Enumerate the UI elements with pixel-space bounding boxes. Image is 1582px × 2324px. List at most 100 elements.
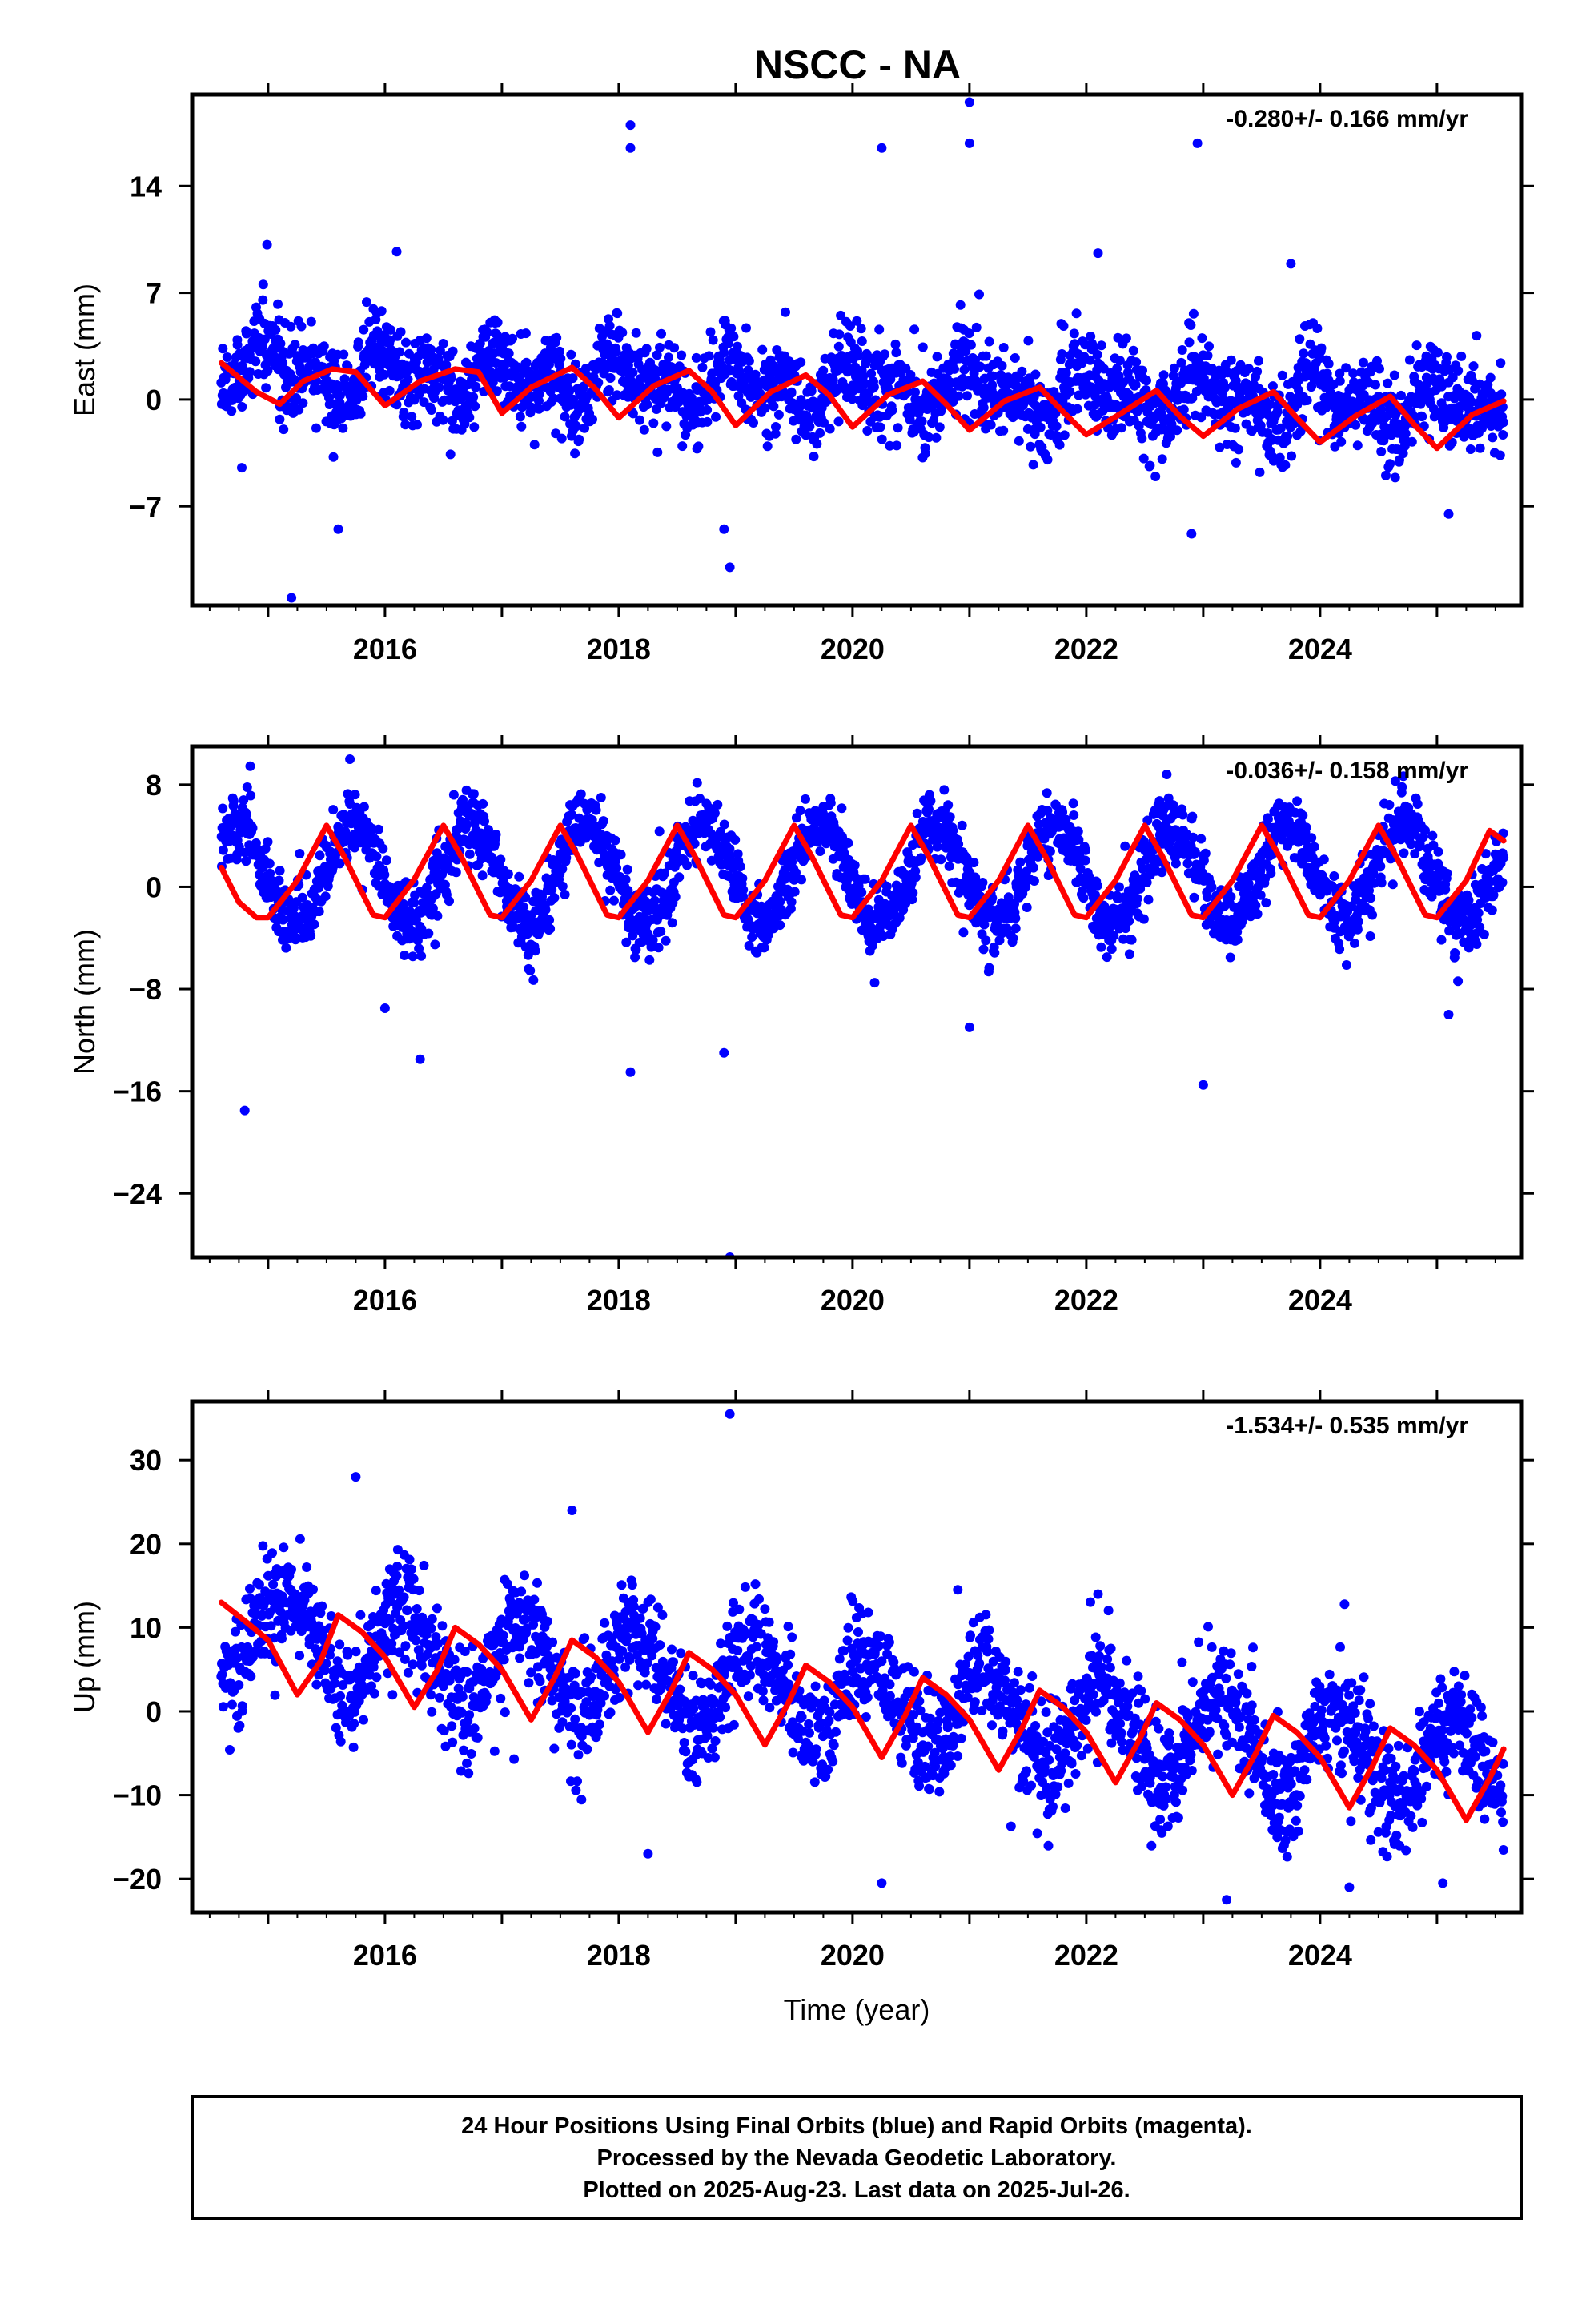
north-data-point	[653, 943, 664, 953]
north-data-point	[795, 806, 805, 816]
east-data-point	[887, 405, 897, 416]
east-data-point	[1204, 341, 1214, 352]
east-data-point	[1336, 436, 1347, 447]
east-data-point	[1069, 328, 1079, 339]
north-data-point	[1412, 799, 1423, 809]
north-data-point	[1232, 935, 1243, 945]
east-data-point	[470, 401, 480, 412]
east-x-tick-label: 2024	[1288, 633, 1352, 665]
north-data-point	[667, 918, 677, 928]
north-data-point	[881, 881, 892, 891]
north-data-point	[309, 919, 319, 930]
north-data-point	[789, 875, 799, 885]
north-data-point	[926, 796, 936, 806]
north-data-point	[448, 790, 459, 800]
east-data-point	[635, 374, 645, 384]
east-data-point	[1335, 368, 1345, 379]
north-data-point	[1376, 878, 1387, 888]
north-data-point	[574, 813, 584, 823]
east-data-point	[1272, 406, 1283, 416]
east-data-point	[1188, 308, 1199, 319]
north-data-point	[1329, 871, 1339, 881]
east-data-point	[1219, 383, 1230, 392]
east-data-point	[921, 448, 930, 459]
east-data-point	[362, 297, 371, 308]
east-data-point	[677, 350, 687, 360]
east-data-point	[819, 417, 829, 428]
east-data-point	[769, 401, 779, 412]
east-data-point	[1028, 460, 1038, 470]
east-data-point	[1299, 348, 1309, 359]
east-data-point	[521, 357, 532, 368]
east-data-point	[273, 299, 283, 309]
east-data-point	[258, 279, 268, 290]
east-data-point	[291, 393, 301, 403]
north-data-point	[948, 826, 958, 836]
east-data-point	[862, 426, 873, 436]
north-data-point	[775, 920, 785, 931]
north-data-point	[1042, 788, 1052, 798]
east-data-point	[997, 360, 1007, 371]
east-data-point	[400, 420, 411, 430]
north-data-point	[1010, 913, 1021, 923]
north-data-point	[654, 826, 665, 837]
east-data-point	[570, 448, 580, 459]
east-data-point	[1186, 320, 1196, 330]
north-data-point	[869, 978, 880, 988]
north-data-point	[1319, 854, 1329, 865]
north-data-point	[825, 798, 836, 808]
east-data-point	[1351, 420, 1361, 430]
north-data-point	[978, 878, 988, 887]
east-data-point	[580, 423, 590, 433]
east-data-point	[770, 428, 781, 439]
north-data-point	[335, 858, 345, 869]
east-data-point	[1486, 421, 1496, 431]
north-data-point	[1232, 927, 1243, 937]
east-data-point	[664, 352, 673, 363]
east-data-point	[934, 422, 945, 432]
north-data-point	[1069, 810, 1079, 820]
north-data-point	[1102, 952, 1112, 963]
north-data-point	[1255, 866, 1266, 876]
east-data-point	[1058, 321, 1069, 331]
east-data-point	[358, 392, 368, 401]
north-data-point	[560, 890, 570, 899]
east-data-point	[757, 344, 768, 355]
east-outlier-point	[964, 97, 974, 107]
north-data-point	[514, 871, 524, 882]
east-data-point	[1352, 440, 1363, 451]
east-data-point	[468, 392, 479, 402]
north-data-point	[328, 805, 339, 815]
north-data-point	[239, 795, 249, 806]
east-data-point	[1277, 370, 1287, 380]
north-data-point	[1106, 944, 1117, 954]
east-data-point	[311, 423, 321, 433]
north-data-point	[242, 810, 251, 820]
east-data-point	[924, 432, 934, 443]
north-data-point	[867, 940, 877, 951]
north-data-point	[1266, 868, 1276, 879]
east-data-point	[874, 324, 885, 335]
north-data-point	[371, 851, 382, 862]
east-data-point	[1061, 368, 1071, 378]
north-data-point	[1375, 861, 1386, 871]
north-data-point	[1061, 814, 1071, 825]
north-data-point	[218, 803, 228, 814]
north-data-point	[730, 834, 741, 845]
east-outlier-point	[719, 524, 729, 534]
north-data-point	[567, 810, 577, 820]
east-data-point	[1358, 357, 1368, 368]
east-data-point	[1172, 425, 1182, 436]
east-data-point	[642, 400, 652, 410]
east-data-point	[1383, 378, 1393, 388]
east-data-point	[880, 349, 890, 360]
east-data-point	[1323, 359, 1334, 369]
east-data-point	[556, 353, 566, 364]
east-data-point	[306, 316, 316, 327]
east-data-point	[438, 415, 448, 425]
east-data-point	[974, 289, 984, 300]
east-data-point	[593, 377, 604, 388]
north-data-point	[408, 951, 418, 962]
east-data-point	[885, 374, 896, 384]
east-data-point	[669, 343, 680, 353]
